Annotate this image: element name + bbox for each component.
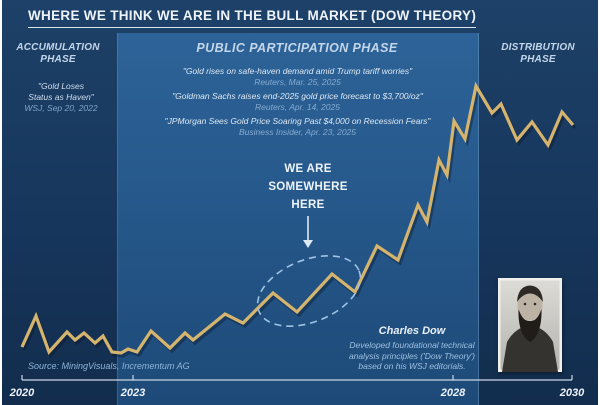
portrait-suit bbox=[502, 327, 558, 372]
arrow-down-head-icon bbox=[303, 240, 313, 248]
quote-source: WSJ, Sep 20, 2022 bbox=[24, 103, 98, 113]
phase-label-distribution: DISTRIBUTION PHASE bbox=[501, 42, 575, 65]
news-source: Reuters, Apr. 14, 2025 bbox=[255, 102, 340, 112]
charles-dow-caption: Charles Dow Developed foundational techn… bbox=[330, 325, 494, 372]
news-source: Business Insider, Apr. 23, 2025 bbox=[238, 127, 357, 137]
news-quote: "Goldman Sachs raises end-2025 gold pric… bbox=[172, 91, 423, 101]
timeline-year-label: 2023 bbox=[120, 387, 145, 399]
news-item: "Gold rises on safe-haven demand amid Tr… bbox=[130, 66, 465, 88]
news-item: "Goldman Sachs raises end-2025 gold pric… bbox=[130, 91, 465, 113]
news-quote: "JPMorgan Sees Gold Price Soaring Past $… bbox=[164, 116, 431, 126]
phase-label-accumulation: ACCUMULATION PHASE bbox=[16, 42, 100, 65]
charles-dow-bio: Developed foundational technical analysi… bbox=[348, 340, 476, 371]
timeline-year-label: 2028 bbox=[440, 387, 466, 399]
phase-label-public-participation: PUBLIC PARTICIPATION PHASE bbox=[196, 41, 398, 55]
public-participation-band bbox=[117, 33, 479, 405]
news-headlines-block: "Gold rises on safe-haven demand amid Tr… bbox=[130, 66, 465, 141]
charles-dow-photo bbox=[498, 278, 562, 372]
portrait-face bbox=[517, 289, 543, 321]
portrait-beard bbox=[518, 309, 542, 342]
charles-dow-name: Charles Dow bbox=[378, 325, 446, 337]
news-quote: "Gold rises on safe-haven demand amid Tr… bbox=[182, 66, 413, 76]
page-title: WHERE WE THINK WE ARE IN THE BULL MARKET… bbox=[28, 8, 477, 28]
gold-price-line bbox=[20, 81, 575, 356]
frame-edge-right bbox=[598, 0, 600, 405]
source-note: Source: MiningVisuals, Incrementum AG bbox=[28, 361, 190, 371]
accumulation-quote-block: "Gold Loses Status as Haven" WSJ, Sep 20… bbox=[2, 81, 120, 114]
frame-edge-left bbox=[0, 0, 2, 405]
timeline-year-label: 2030 bbox=[559, 387, 585, 399]
quote-text: "Gold Loses Status as Haven" bbox=[28, 81, 94, 102]
portrait-hair bbox=[517, 285, 543, 302]
timeline-year-label: 2020 bbox=[9, 387, 35, 399]
news-item: "JPMorgan Sees Gold Price Soaring Past $… bbox=[130, 116, 465, 138]
current-position-ellipse bbox=[256, 255, 362, 327]
news-source: Reuters, Mar. 25, 2025 bbox=[254, 77, 341, 87]
we-are-here-callout: WE ARE SOMEWHERE HERE bbox=[268, 163, 348, 211]
